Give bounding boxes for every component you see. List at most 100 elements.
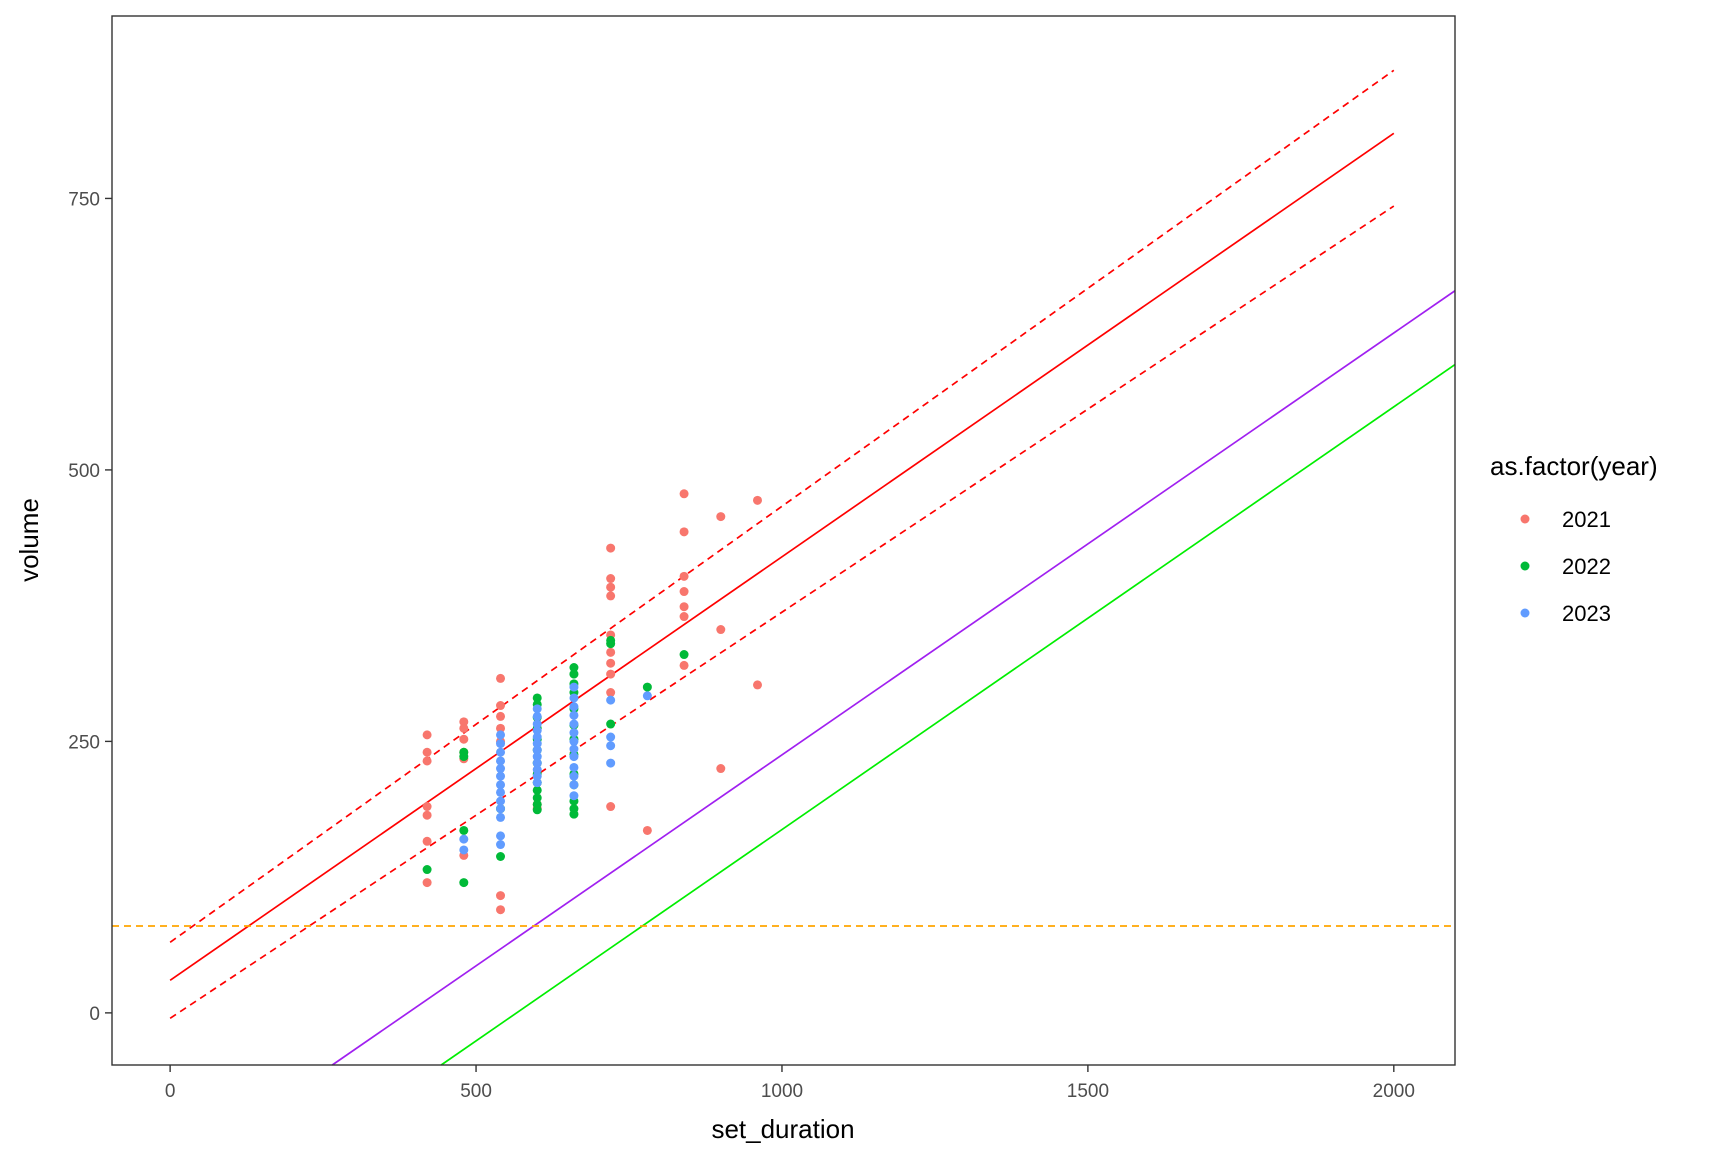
- point-2021: [422, 878, 432, 888]
- point-2021: [422, 747, 432, 757]
- x-axis-title: set_duration: [711, 1114, 854, 1144]
- y-axis: 0 250 500 750: [68, 189, 112, 1025]
- reference-line-5: [440, 363, 1456, 1066]
- point-2023: [532, 711, 542, 721]
- point-2021: [496, 701, 506, 711]
- point-2023: [496, 730, 506, 740]
- x-axis: 0 500 1000 1500 2000: [165, 1065, 1415, 1102]
- reference-line-1: [169, 132, 1395, 981]
- point-2023: [459, 845, 469, 855]
- y-tick-label: 750: [68, 189, 100, 210]
- reference-lines: [112, 69, 1456, 1066]
- point-2023: [569, 744, 579, 754]
- point-2022: [642, 682, 652, 692]
- point-2023: [532, 745, 542, 755]
- point-2021: [716, 512, 726, 522]
- legend-label-2022: 2022: [1562, 554, 1611, 579]
- point-2023: [496, 796, 506, 806]
- point-2022: [532, 805, 542, 815]
- point-2023: [496, 780, 506, 790]
- point-2021: [422, 810, 432, 820]
- point-2023: [496, 840, 506, 850]
- point-2023: [569, 752, 579, 762]
- point-2023: [496, 747, 506, 757]
- point-2023: [569, 719, 579, 729]
- point-2022: [496, 852, 506, 862]
- point-2021: [606, 669, 616, 679]
- point-2021: [422, 730, 432, 740]
- point-2022: [459, 825, 469, 835]
- data-points: [422, 489, 762, 915]
- legend: as.factor(year) 2021 2022 2023: [1490, 451, 1658, 626]
- point-2023: [532, 778, 542, 788]
- x-tick-label: 1500: [1067, 1081, 1109, 1102]
- point-2023: [496, 739, 506, 749]
- point-2021: [679, 527, 689, 537]
- y-axis-title: volume: [14, 498, 44, 582]
- point-2023: [569, 771, 579, 781]
- reference-line-2: [169, 69, 1395, 943]
- point-2023: [496, 764, 506, 774]
- point-2023: [569, 728, 579, 738]
- point-2021: [606, 591, 616, 601]
- point-2021: [679, 660, 689, 670]
- point-2023: [569, 702, 579, 712]
- point-2022: [459, 752, 469, 762]
- point-2023: [532, 739, 542, 749]
- point-2023: [532, 765, 542, 775]
- point-2021: [716, 625, 726, 635]
- point-2023: [569, 682, 579, 692]
- x-tick-label: 500: [460, 1081, 492, 1102]
- point-2023: [569, 791, 579, 801]
- legend-key-2023: [1520, 608, 1530, 618]
- point-2023: [606, 732, 616, 742]
- point-2022: [606, 639, 616, 649]
- point-2023: [569, 736, 579, 746]
- point-2022: [532, 793, 542, 803]
- point-2021: [459, 717, 469, 727]
- legend-key-2022: [1520, 561, 1530, 571]
- point-2021: [752, 680, 762, 690]
- point-2023: [532, 732, 542, 742]
- point-2023: [569, 710, 579, 720]
- point-2023: [606, 695, 616, 705]
- point-2022: [679, 650, 689, 660]
- point-2021: [716, 764, 726, 774]
- point-2021: [459, 734, 469, 744]
- point-2021: [679, 489, 689, 499]
- point-2023: [569, 693, 579, 703]
- legend-title: as.factor(year): [1490, 451, 1658, 481]
- point-2022: [569, 809, 579, 819]
- point-2023: [532, 771, 542, 781]
- reference-line-3: [169, 205, 1395, 1020]
- reference-line-4: [331, 290, 1456, 1066]
- point-2023: [532, 704, 542, 714]
- x-tick-label: 2000: [1373, 1081, 1415, 1102]
- x-tick-label: 0: [165, 1081, 176, 1102]
- point-2022: [459, 878, 469, 888]
- legend-key-2021: [1520, 514, 1530, 524]
- x-tick-label: 1000: [761, 1081, 803, 1102]
- point-2021: [606, 658, 616, 668]
- point-2021: [496, 673, 506, 683]
- plot-panel: [112, 16, 1455, 1065]
- point-2023: [459, 834, 469, 844]
- point-2023: [532, 719, 542, 729]
- point-2023: [606, 741, 616, 751]
- point-2021: [606, 574, 616, 584]
- point-2021: [496, 905, 506, 915]
- point-2021: [422, 836, 432, 846]
- point-2023: [642, 691, 652, 701]
- point-2021: [496, 711, 506, 721]
- point-2021: [422, 756, 432, 766]
- point-2021: [679, 602, 689, 612]
- y-tick-label: 0: [89, 1004, 100, 1025]
- point-2023: [532, 752, 542, 762]
- y-tick-label: 500: [68, 461, 100, 482]
- point-2023: [496, 804, 506, 814]
- point-2023: [496, 756, 506, 766]
- plot-border: [111, 15, 1456, 1066]
- point-2023: [496, 812, 506, 822]
- point-2023: [569, 780, 579, 790]
